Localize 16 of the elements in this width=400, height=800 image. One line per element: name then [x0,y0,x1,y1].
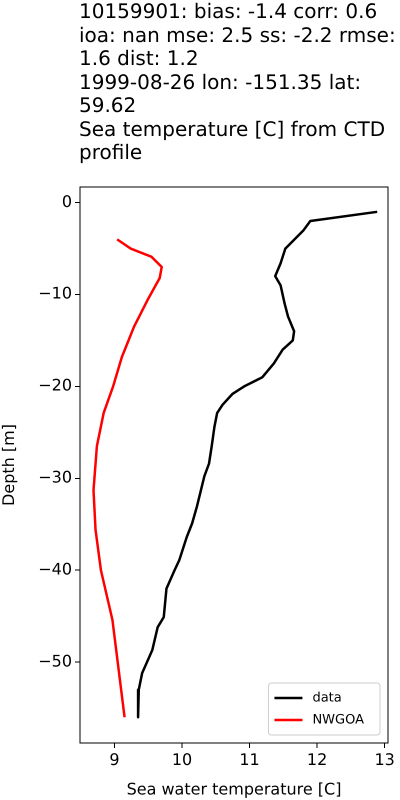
y-tick-label: −10 [38,284,72,303]
y-tick-label: −30 [38,467,72,486]
y-tick-label: −20 [38,376,72,395]
x-tick-label: 9 [109,750,120,769]
x-tick-label: 13 [374,750,395,769]
y-tick-label: −40 [38,559,72,578]
legend-label: NWGOA [312,712,364,728]
x-axis-title: Sea water temperature [C] [126,780,342,799]
y-tick-label: −50 [38,651,72,670]
x-tick-label: 11 [239,750,260,769]
y-tick-label: 0 [62,192,72,211]
x-tick-label: 12 [306,750,328,769]
x-tick-label: 10 [172,750,192,769]
legend-label: data [312,690,342,706]
chart-title: 10159901: bias: -1.4 corr: 0.6 ioa: nan mse: 2.5 ss: -2.2 rmse: 1.6 dist: 1.2 1999-08-26 lon: -151.35 lat: 59.62 Sea temperature [C] from CTD profile [79,0,397,164]
y-axis-title: Depth [m] [0,424,18,506]
